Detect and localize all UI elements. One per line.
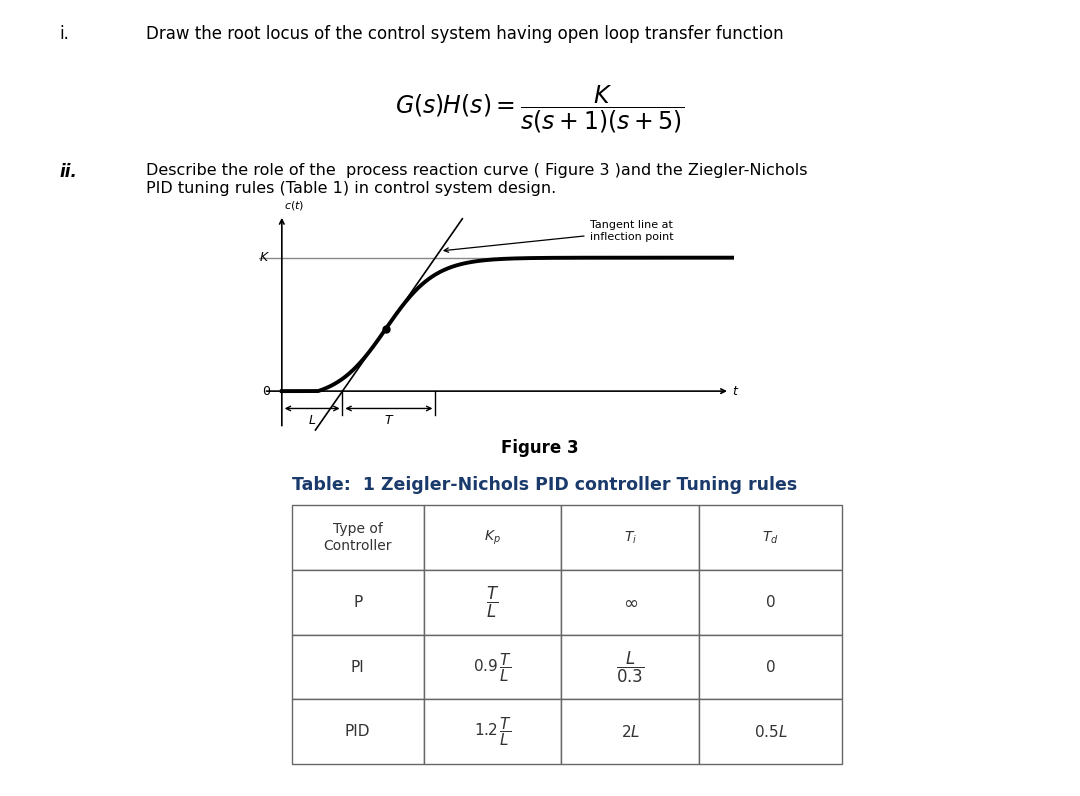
Bar [423,700,562,764]
Text: $\infty$: $\infty$ [623,594,638,611]
Text: 0: 0 [766,660,775,675]
Text: Describe the role of the  process reaction curve ( Figure 3 )and the Ziegler-Nic: Describe the role of the process reactio… [146,163,807,196]
Bar [699,700,842,764]
Bar [562,700,699,764]
Bar [292,505,423,570]
Bar [699,635,842,700]
Text: ii.: ii. [59,163,78,181]
Text: $T_i$: $T_i$ [624,529,637,546]
Bar [292,700,423,764]
Text: $c(t)$: $c(t)$ [284,199,305,213]
Text: Type of
Controller: Type of Controller [323,522,392,553]
Text: $1.2\,\dfrac{T}{L}$: $1.2\,\dfrac{T}{L}$ [473,716,512,748]
Bar [423,635,562,700]
Text: $\dfrac{L}{0.3}$: $\dfrac{L}{0.3}$ [616,650,645,685]
Bar [292,570,423,635]
Text: $G(s)H(s) = \dfrac{K}{s(s+1)(s+5)}$: $G(s)H(s) = \dfrac{K}{s(s+1)(s+5)}$ [395,84,685,135]
Text: $K_p$: $K_p$ [484,529,501,547]
Bar [423,570,562,635]
Text: $K$: $K$ [259,252,270,264]
Text: $t$: $t$ [732,384,740,398]
Bar [699,505,842,570]
Text: $L$: $L$ [308,414,316,427]
Text: $T$: $T$ [383,414,394,427]
Bar [699,570,842,635]
Text: $\dfrac{T}{L}$: $\dfrac{T}{L}$ [486,585,499,620]
Text: $2L$: $2L$ [621,724,640,739]
Text: Draw the root locus of the control system having open loop transfer function: Draw the root locus of the control syste… [146,25,783,44]
Text: $0.5L$: $0.5L$ [754,724,787,739]
Bar [562,505,699,570]
Text: $0.9\,\dfrac{T}{L}$: $0.9\,\dfrac{T}{L}$ [473,651,512,684]
Text: $T_d$: $T_d$ [762,529,779,546]
Text: Table:  1 Zeigler-Nichols PID controller Tuning rules: Table: 1 Zeigler-Nichols PID controller … [292,476,797,494]
Text: Tangent line at
inflection point: Tangent line at inflection point [444,220,673,252]
Text: i.: i. [59,25,69,44]
Bar [292,635,423,700]
Text: P: P [353,595,362,610]
Text: Figure 3: Figure 3 [501,439,579,458]
Bar [562,570,699,635]
Text: 0: 0 [766,595,775,610]
Bar [562,635,699,700]
Text: PI: PI [351,660,365,675]
Bar [423,505,562,570]
Text: 0: 0 [262,384,270,398]
Text: PID: PID [345,724,370,739]
